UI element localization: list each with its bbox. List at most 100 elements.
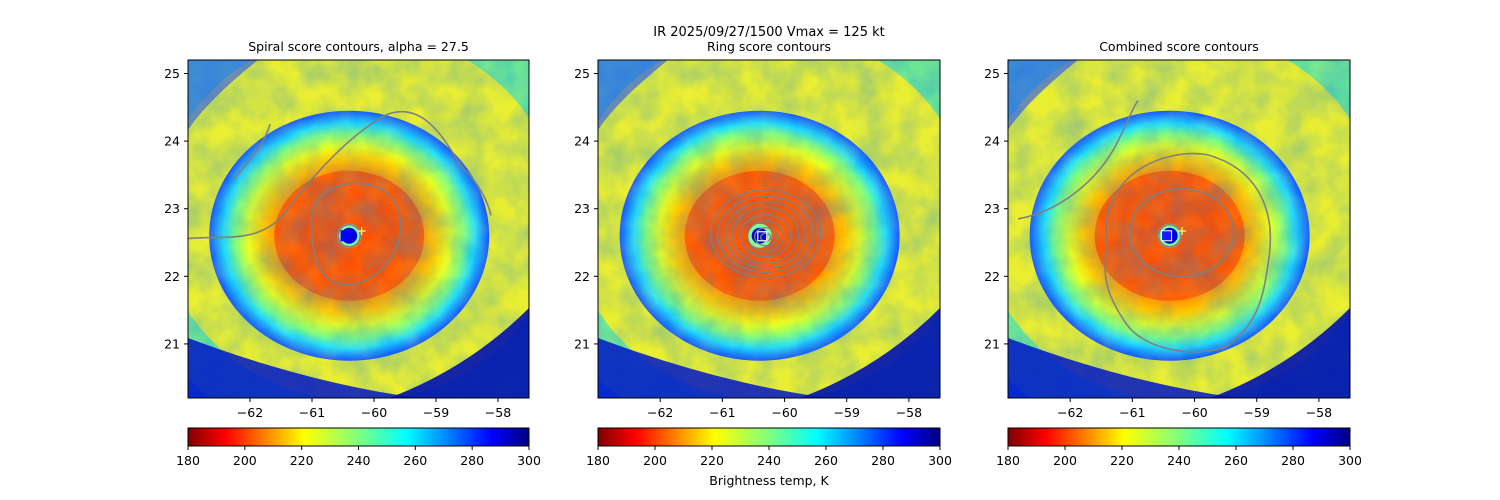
y-tick-label: 23	[984, 201, 1000, 216]
colorbar-tick-label: 260	[403, 453, 427, 468]
y-tick-label: 25	[164, 66, 180, 81]
colorbar-tick-label: 200	[1053, 453, 1077, 468]
colorbar-tick-label: 220	[1110, 453, 1134, 468]
contour-ring-5	[740, 214, 792, 258]
chart-panel-3: Combined score contours −62 −61 −60 −59 −58 21…	[984, 39, 1362, 468]
center-markers	[1161, 227, 1187, 242]
figure-suptitle: IR 2025/09/27/1500 Vmax = 125 kt	[653, 25, 884, 40]
colorbar-tick-label: 220	[700, 453, 724, 468]
y-tick-label: 23	[574, 201, 590, 216]
colorbar-tick-label: 240	[1167, 453, 1191, 468]
x-tick-label: −60	[771, 405, 797, 420]
ir-image	[598, 60, 940, 398]
y-tick-label: 25	[984, 66, 1000, 81]
chart-panel-1: Spiral score contours, alpha = 27.5 −62 −6…	[164, 39, 541, 468]
center-markers	[340, 227, 366, 242]
ir-image	[188, 60, 529, 398]
colorbar-tick-label: 240	[347, 453, 371, 468]
colorbar-tick-label: 300	[517, 453, 541, 468]
colorbar-tick-label: 180	[996, 453, 1020, 468]
colorbar-tick-label: 200	[643, 453, 667, 468]
chart-panel-2: Ring score contours −62 −61 −60 −59 −58 21 22 23…	[574, 39, 952, 488]
cold-region-se	[1210, 308, 1350, 398]
x-tick-label: −59	[834, 405, 860, 420]
x-tick-label: −61	[1119, 405, 1145, 420]
colorbar: 180 200 220 240 260 280 300	[176, 427, 541, 468]
contour-ring-4	[732, 206, 800, 264]
x-tick-label: −60	[361, 405, 387, 420]
x-tick-label: −60	[1181, 405, 1207, 420]
estimated-center-marker	[1161, 230, 1173, 242]
best-track-marker	[1178, 227, 1187, 236]
center-markers	[757, 231, 768, 242]
cold-region-sw	[188, 338, 418, 398]
colorbar-gradient	[187, 427, 530, 447]
y-tick-label: 24	[574, 134, 590, 149]
colorbar-gradient	[1007, 427, 1351, 447]
contour-ring-3	[725, 201, 807, 269]
y-tick-label: 22	[574, 269, 590, 284]
colorbar-tick-label: 200	[233, 453, 257, 468]
contour-combined-spiral	[1017, 100, 1139, 220]
contour-ring-6	[747, 220, 785, 252]
score-contours	[1017, 100, 1271, 353]
x-tick-label: −58	[896, 405, 922, 420]
cold-region-se	[389, 308, 529, 398]
y-tick-label: 23	[164, 201, 180, 216]
contour-spiral-nw	[232, 123, 271, 181]
x-tick-label: −62	[647, 405, 673, 420]
cold-region-nw	[188, 60, 258, 130]
y-tick-label: 21	[164, 336, 180, 351]
contour-combined-outer	[1104, 152, 1271, 353]
contour-spiral-outer	[188, 111, 492, 240]
cold-region-sw	[1008, 338, 1238, 398]
axes-frame	[1007, 59, 1351, 399]
y-tick-label: 21	[984, 336, 1000, 351]
y-tick-label: 22	[164, 269, 180, 284]
cold-region-se	[800, 308, 940, 398]
colorbar-tick-label: 300	[928, 453, 952, 468]
x-tick-label: −61	[709, 405, 735, 420]
colorbar-tick-label: 180	[586, 453, 610, 468]
contour-combined-middle	[1128, 187, 1235, 278]
contour-ring-1	[710, 189, 822, 279]
colorbar-tick-label: 260	[814, 453, 838, 468]
x-tick-label: −59	[1244, 405, 1270, 420]
x-tick-label: −61	[299, 405, 325, 420]
contour-spiral-middle	[310, 182, 402, 286]
y-tick-label: 21	[574, 336, 590, 351]
contour-combined-inner	[1157, 223, 1182, 248]
best-track-marker	[357, 227, 366, 236]
ir-image	[1008, 60, 1350, 398]
x-tick-label: −58	[485, 405, 511, 420]
estimated-center-marker	[340, 230, 352, 242]
contour-ring-7	[754, 227, 778, 247]
panel-title: Ring score contours	[707, 39, 831, 54]
colorbar-gradient	[597, 427, 941, 447]
colorbar-tick-label: 220	[290, 453, 314, 468]
x-tick-label: −62	[1057, 405, 1083, 420]
colorbar-tick-label: 240	[757, 453, 781, 468]
panel-title: Spiral score contours, alpha = 27.5	[248, 39, 469, 54]
colorbar: 180 200 220 240 260 280 300 Brightness temp, K	[586, 427, 952, 488]
axes-frame	[597, 59, 941, 399]
colorbar-tick-label: 280	[871, 453, 895, 468]
colorbar-tick-label: 280	[460, 453, 484, 468]
colorbar-label: Brightness temp, K	[709, 473, 829, 488]
colorbar-tick-label: 300	[1338, 453, 1362, 468]
colorbar-tick-label: 260	[1224, 453, 1248, 468]
cold-region-sw	[598, 338, 828, 398]
y-tick-label: 24	[984, 134, 1000, 149]
axes-frame	[187, 59, 530, 399]
estimated-center-marker	[757, 231, 768, 242]
score-contours	[710, 189, 822, 279]
cold-region-nw	[598, 60, 668, 130]
x-tick-label: −58	[1306, 405, 1332, 420]
y-tick-label: 25	[574, 66, 590, 81]
y-tick-label: 24	[164, 134, 180, 149]
panel-title: Combined score contours	[1099, 39, 1259, 54]
colorbar-tick-label: 180	[176, 453, 200, 468]
x-tick-label: −62	[237, 405, 263, 420]
y-tick-label: 22	[984, 269, 1000, 284]
